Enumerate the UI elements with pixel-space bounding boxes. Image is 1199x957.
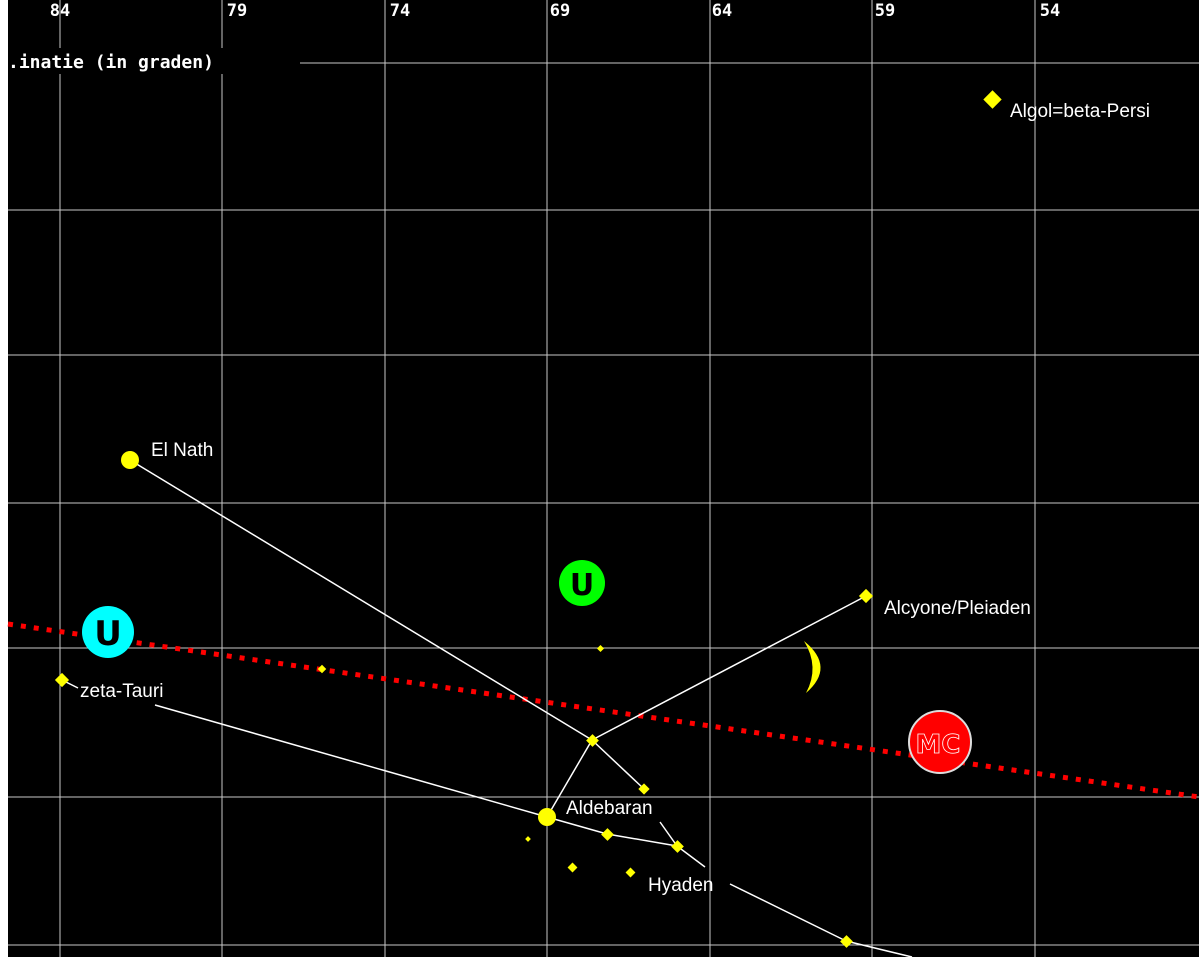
x-tick-label: 59 [875, 1, 895, 21]
mars-glyph: MC [916, 730, 961, 760]
axis-title-backdrop [8, 48, 298, 74]
constellation-line [546, 816, 608, 835]
constellation-line [591, 595, 867, 741]
star-label-hyaden: Hyaden [648, 875, 714, 896]
star [317, 664, 327, 674]
star-label-aldebaran: Aldebaran [566, 798, 653, 819]
constellation-line [129, 459, 593, 741]
constellation-line [845, 940, 913, 957]
constellation-line [676, 845, 706, 868]
star-algol [983, 90, 1002, 109]
x-ticks: 84 79 74 69 64 59 54 [50, 1, 1060, 21]
x-tick-label: 54 [1040, 1, 1060, 21]
x-tick-label: 84 [50, 1, 70, 21]
star-aldebaran [538, 808, 556, 826]
mars-symbol: MC [908, 710, 972, 774]
star [638, 783, 650, 795]
constellation-line [606, 833, 678, 847]
axis-title: .inatie (in graden) [8, 52, 214, 73]
ecliptic-line [7, 621, 1199, 800]
star-label-el-nath: El Nath [151, 440, 213, 461]
star [596, 644, 605, 653]
uranus-symbol: U [82, 606, 134, 658]
venus-symbol: U [559, 560, 605, 606]
constellation-line [546, 739, 593, 818]
moon-symbol [804, 641, 821, 693]
moon-crescent-icon [804, 641, 821, 693]
star-alcyone [858, 588, 874, 604]
star-label-zeta-tauri: zeta-Tauri [80, 681, 163, 702]
uranus-glyph: U [94, 614, 122, 654]
uranus-disk [82, 606, 134, 658]
star [567, 862, 578, 873]
star-el-nath [121, 451, 139, 469]
star [625, 867, 636, 878]
star-labels: Algol=beta-Persi El Nath Alcyone/Pleiade… [80, 101, 1150, 896]
constellation-line [659, 821, 678, 847]
x-tick-label: 64 [712, 1, 732, 21]
constellation-line [154, 704, 548, 818]
constellation-line [591, 739, 645, 790]
venus-glyph: U [570, 568, 594, 603]
constellation-lines [61, 459, 913, 957]
x-tick-label: 69 [550, 1, 570, 21]
x-tick-label: 74 [390, 1, 410, 21]
mars-disk [908, 710, 972, 774]
star-label-alcyone: Alcyone/Pleiaden [884, 598, 1031, 619]
x-tick-label: 79 [227, 1, 247, 21]
venus-disk [559, 560, 605, 606]
constellation-line [729, 883, 847, 942]
star-label-algol: Algol=beta-Persi [1010, 101, 1150, 122]
star-zeta-tauri [54, 672, 70, 688]
star [525, 836, 531, 842]
